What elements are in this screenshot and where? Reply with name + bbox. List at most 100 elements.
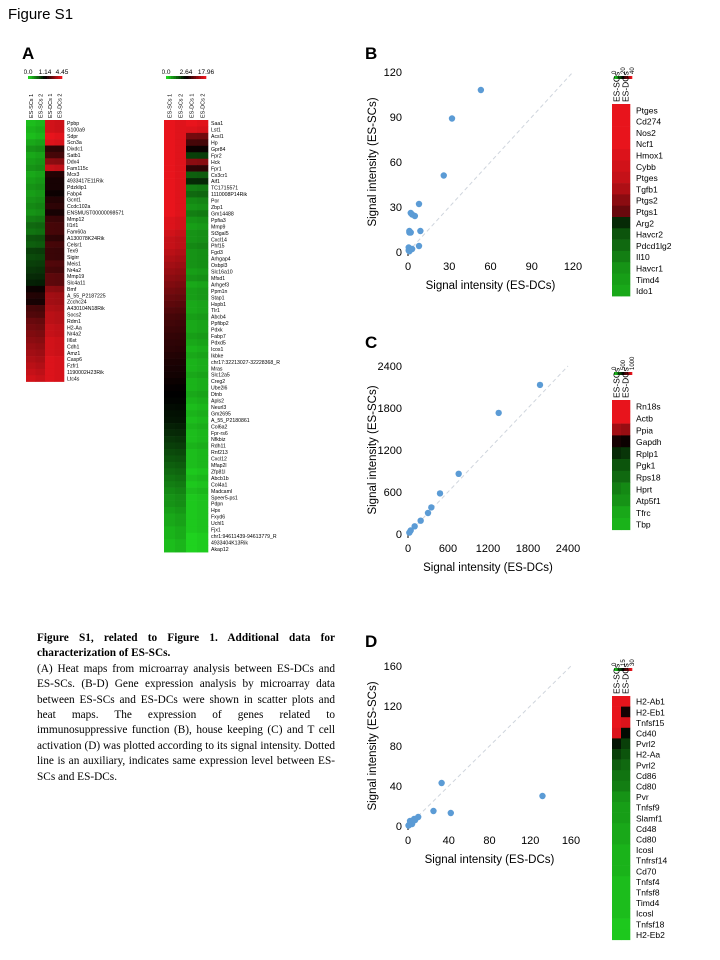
row-label: Actb [636,413,653,423]
heatmap-cell [45,151,55,159]
data-point [436,490,444,497]
heatmap-cell [621,738,631,750]
heatmap-cell [54,368,65,376]
row-label: Gpr84 [211,147,226,153]
heatmap-cell [45,177,55,185]
row-label: Slc12a5 [211,373,230,379]
heatmap-cell [45,266,55,274]
y-tick-label: 120 [384,701,402,713]
heatmap-cell [186,132,198,140]
heatmap-cell [175,171,187,179]
heatmap-cell [26,336,36,344]
heatmap-cell [197,197,209,205]
heatmap-cell [45,196,55,204]
heatmap-cell [164,487,176,495]
color-scale-segment [55,76,59,79]
color-scale-segment [616,668,618,671]
heatmap-cell [612,400,622,413]
heatmap-cell [175,545,187,553]
heatmap-cell [35,247,46,255]
row-label: Rnf213 [211,450,228,456]
color-scale-segment [618,76,620,79]
color-scale-segment [627,76,629,79]
heatmap-cell [621,833,631,845]
row-label: Icosl [636,845,654,855]
heatmap-cell [612,459,622,472]
heatmap-cell [186,319,198,327]
heatmap-cell [186,339,198,347]
row-label: H2-Ab1 [636,697,665,707]
scale-label: 0.0 [24,69,33,76]
scale-label: 0 [612,366,618,370]
heatmap-cell [186,120,198,127]
data-point [411,212,419,220]
color-scale-segment [623,372,625,375]
heatmap-cell [35,241,46,248]
color-scale-segment [627,668,629,671]
row-label: Fam60a [67,230,86,236]
y-tick-label: 30 [390,202,402,214]
heatmap-cell [186,371,198,379]
heatmap-cell [197,190,209,198]
row-label: Ppfia3 [211,218,226,224]
color-scale-segment [45,76,48,79]
heatmap-cell [164,494,176,501]
heatmap-cell [621,273,631,286]
heatmap-cell [164,416,176,424]
heatmap-cell [186,287,198,295]
heatmap-cell [175,120,187,127]
heatmap-cell [35,336,46,344]
row-label: Cd80 [636,834,657,844]
heatmap-cell [35,164,46,172]
row-label: Aif1 [211,179,220,185]
heatmap-cell [175,461,187,469]
heatmap-cell [164,371,176,379]
row-label: Scn3a [67,140,82,146]
diagonal-reference-line [407,365,569,535]
row-label: Il1rl1 [67,223,78,229]
heatmap-cell [197,313,209,321]
heatmap-cell [164,545,176,553]
heatmap-cell [54,222,65,229]
heatmap-cell [35,375,46,382]
heatmap-cell [54,356,65,363]
heatmap-cell [164,126,176,134]
heatmap-cell [197,461,209,469]
heatmap-cell [164,210,176,218]
data-point [539,792,546,800]
heatmap-cell [197,319,209,327]
heatmap-cell [612,791,622,803]
data-point [417,227,424,235]
row-label: Icos1 [211,347,224,353]
row-label: Timd4 [636,275,660,285]
color-scale-segment [173,76,177,79]
row-label: Fgd3 [211,250,223,256]
heatmap-cell [26,292,36,299]
row-label: Dixdc1 [67,147,83,153]
diagonal-reference-line [407,665,572,827]
x-tick-label: 120 [564,261,582,273]
color-scale-segment [36,76,39,79]
heatmap-cell [45,247,55,255]
color-scale-segment [57,76,61,79]
diagonal-reference-line [407,71,574,253]
heatmap-cell [621,717,631,729]
heatmap-cell [175,390,187,398]
heatmap-cell [612,696,622,707]
heatmap-cell [164,255,176,263]
heatmap-cell [54,285,65,293]
color-scale-segment [616,76,618,79]
heatmap-cell [186,410,198,417]
color-scale-segment [619,372,622,375]
heatmap-cell [164,132,176,140]
heatmap-cell [621,217,631,229]
heatmap-cell [26,375,36,382]
heatmap-cell [197,526,209,534]
heatmap-cell [175,126,187,134]
heatmap-cell [54,126,65,134]
heatmap-cell [45,324,55,331]
heatmap-cell [612,482,622,495]
color-scale-segment [621,668,624,671]
heatmap-cell [612,770,622,782]
heatmap-cell [197,184,209,192]
